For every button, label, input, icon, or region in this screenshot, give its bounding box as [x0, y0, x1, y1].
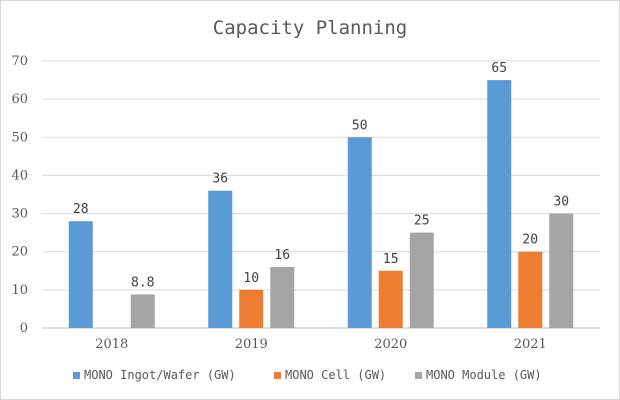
data-label: 20 [522, 233, 538, 248]
legend: MONO Ingot/Wafer (GW) MONO Cell (GW) MONO … [73, 368, 542, 382]
data-label: 15 [383, 252, 399, 267]
bars [68, 80, 574, 328]
y-tick-label: 20 [11, 245, 28, 260]
legend-label: MONO Cell (GW) [285, 368, 386, 382]
y-tick-label: 50 [11, 130, 28, 145]
bar-2018-series-0 [68, 221, 93, 328]
legend-swatch [415, 372, 422, 379]
data-label: 10 [243, 271, 259, 286]
data-label: 8.8 [131, 275, 154, 290]
data-label: 36 [212, 172, 228, 187]
chart-title: Capacity Planning [213, 17, 407, 39]
data-label: 65 [491, 61, 507, 76]
x-tick-label: 2019 [235, 337, 268, 352]
x-tick-label: 2021 [514, 337, 547, 352]
x-axis-ticks: 2018 2019 2020 2021 [95, 337, 547, 352]
bar-2020-series-1 [378, 270, 403, 328]
bar-2021-series-0 [487, 80, 512, 328]
data-label: 28 [73, 202, 89, 217]
legend-swatch [73, 372, 80, 379]
data-labels: 28 8.8 36 10 16 50 15 25 65 20 30 [73, 61, 569, 290]
bar-2020-series-2 [409, 232, 434, 328]
legend-label: MONO Ingot/Wafer (GW) [84, 368, 236, 382]
data-label: 16 [274, 248, 290, 263]
gridlines [42, 60, 600, 329]
bar-2021-series-2 [549, 213, 574, 328]
y-tick-label: 10 [11, 283, 28, 298]
x-tick-label: 2018 [95, 337, 128, 352]
bar-2019-series-0 [208, 190, 233, 328]
legend-label: MONO Module (GW) [426, 368, 542, 382]
y-tick-label: 30 [11, 207, 28, 222]
data-label: 25 [414, 214, 430, 229]
bar-2019-series-2 [270, 266, 295, 328]
y-tick-label: 70 [11, 54, 28, 69]
bar-2019-series-1 [239, 289, 264, 328]
bar-2018-series-2 [130, 294, 155, 328]
x-tick-label: 2020 [374, 337, 407, 352]
data-label: 30 [553, 195, 569, 210]
legend-swatch [274, 372, 281, 379]
y-tick-label: 40 [11, 168, 28, 183]
bar-2021-series-1 [518, 251, 543, 328]
data-label: 50 [352, 118, 368, 133]
y-axis-ticks: 0 10 20 30 40 50 60 70 [11, 54, 28, 336]
y-tick-label: 0 [20, 321, 28, 336]
bar-2020-series-0 [347, 137, 372, 328]
y-tick-label: 60 [11, 92, 28, 107]
